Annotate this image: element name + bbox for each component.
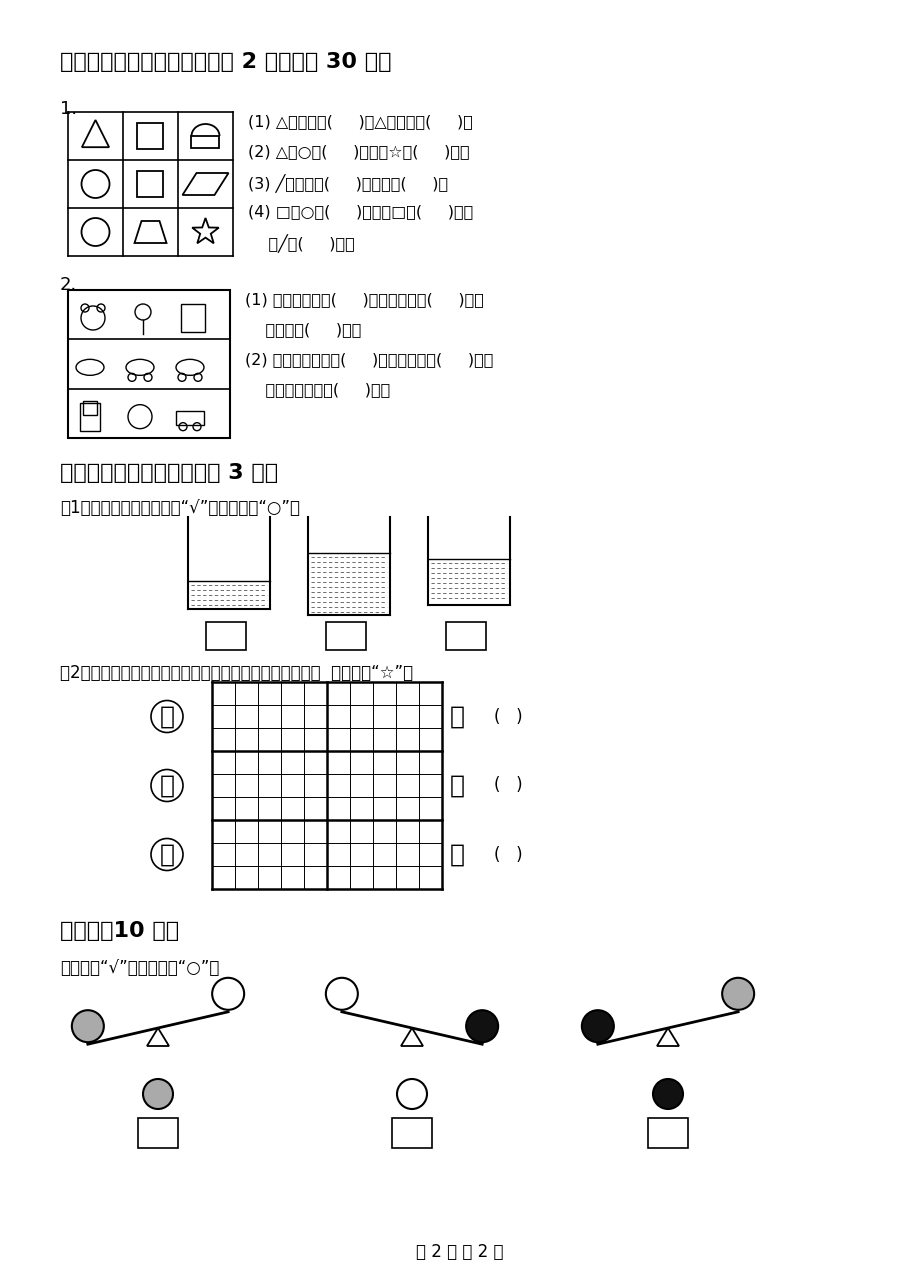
Bar <box>138 1119 177 1148</box>
Circle shape <box>212 978 244 1010</box>
Text: 五、按要求画一画。（每题 3 分）: 五、按要求画一画。（每题 3 分） <box>60 462 278 483</box>
Bar <box>80 403 100 431</box>
Circle shape <box>721 978 754 1010</box>
Bar <box>137 124 164 149</box>
Text: 🐇: 🐇 <box>159 705 175 729</box>
Bar <box>446 622 485 650</box>
Circle shape <box>581 1010 613 1042</box>
Text: (   ): ( ) <box>494 707 522 725</box>
Text: 在小熊的(     )面。: 在小熊的( )面。 <box>244 322 361 338</box>
Bar <box>83 400 96 414</box>
Text: (2) △在○的(     )面，在☆的(     )面。: (2) △在○的( )面，在☆的( )面。 <box>248 144 469 159</box>
Bar <box>325 622 366 650</box>
Bar <box>176 410 204 424</box>
Text: (1) △的右面是(     )，△的下面是(     )。: (1) △的右面是( )，△的下面是( )。 <box>248 113 472 129</box>
Text: 🐇: 🐇 <box>159 842 175 866</box>
Text: 在╱的(     )面。: 在╱的( )面。 <box>248 234 355 252</box>
Bar <box>391 1119 432 1148</box>
Text: (   ): ( ) <box>494 776 522 795</box>
Text: 附加题（10 分）: 附加题（10 分） <box>60 921 179 941</box>
Text: (3) ╱的左面是(     )，下面是(     )。: (3) ╱的左面是( )，下面是( )。 <box>248 175 448 192</box>
Text: 第 2 页 共 2 页: 第 2 页 共 2 页 <box>415 1243 504 1261</box>
Text: (   ): ( ) <box>494 846 522 864</box>
Circle shape <box>151 701 183 733</box>
Polygon shape <box>656 1028 678 1046</box>
Text: 在小熊和小车的(     )面。: 在小熊和小车的( )面。 <box>244 382 390 397</box>
Bar <box>181 304 205 333</box>
Text: 🐇: 🐇 <box>159 773 175 798</box>
Circle shape <box>151 838 183 870</box>
Text: (1) 小熊在小熊的(     )面，在小熊的(     )面，: (1) 小熊在小熊的( )面，在小熊的( )面， <box>244 292 483 307</box>
Circle shape <box>325 978 357 1010</box>
Bar <box>191 136 220 148</box>
Text: 2.: 2. <box>60 276 77 294</box>
Circle shape <box>142 1079 173 1108</box>
Text: 1.: 1. <box>60 99 77 118</box>
Circle shape <box>151 769 183 801</box>
Polygon shape <box>401 1028 423 1046</box>
Text: 🥕: 🥕 <box>449 842 464 866</box>
Circle shape <box>397 1079 426 1108</box>
Text: (2) 小马在机器人的(     )面，在小熊的(     )面，: (2) 小马在机器人的( )面，在小熊的( )面， <box>244 352 493 367</box>
Text: 🥕: 🥕 <box>449 773 464 798</box>
Text: （1）杯子里的水最多的画“√”，最少的画“○”。: （1）杯子里的水最多的画“√”，最少的画“○”。 <box>60 499 300 517</box>
Polygon shape <box>147 1028 169 1046</box>
Text: (4) □在○的(     )面，在□的(     )面，: (4) □在○的( )面，在□的( )面， <box>248 204 472 219</box>
Circle shape <box>466 1010 497 1042</box>
Text: 🥕: 🥕 <box>449 705 464 729</box>
Text: （2）三只兔子跑的一样快，哪只兔子最先吃到萝卜？在（  ）里画上“☆”。: （2）三只兔子跑的一样快，哪只兔子最先吃到萝卜？在（ ）里画上“☆”。 <box>60 664 413 682</box>
Bar <box>137 171 164 197</box>
Bar <box>206 622 245 650</box>
Text: 四、填一填，说一说。（每空 2 分，共计 30 分）: 四、填一填，说一说。（每空 2 分，共计 30 分） <box>60 52 391 73</box>
Circle shape <box>652 1079 682 1108</box>
Bar <box>68 290 230 438</box>
Circle shape <box>72 1010 104 1042</box>
Text: 最重的画“√”，最轻的画“○”。: 最重的画“√”，最轻的画“○”。 <box>60 959 219 977</box>
Bar <box>647 1119 687 1148</box>
